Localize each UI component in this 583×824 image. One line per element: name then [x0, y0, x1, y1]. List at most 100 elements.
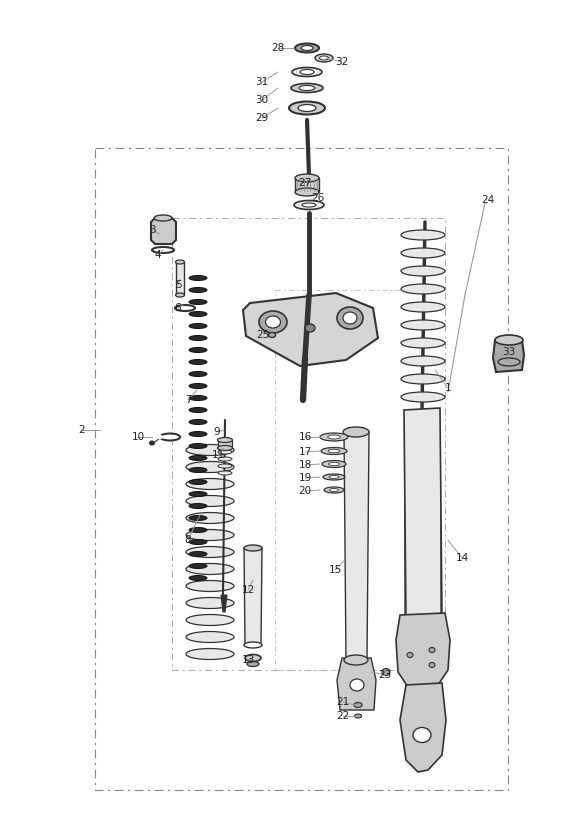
Polygon shape — [493, 340, 524, 372]
Polygon shape — [243, 293, 378, 366]
Ellipse shape — [189, 467, 207, 472]
Text: 25: 25 — [257, 330, 269, 340]
Ellipse shape — [189, 396, 207, 400]
Ellipse shape — [218, 457, 232, 461]
Text: 10: 10 — [131, 432, 145, 442]
Text: 23: 23 — [378, 670, 392, 680]
Ellipse shape — [247, 662, 259, 667]
Ellipse shape — [244, 545, 262, 551]
Ellipse shape — [343, 427, 369, 437]
Polygon shape — [400, 683, 446, 772]
Ellipse shape — [350, 679, 364, 691]
Ellipse shape — [189, 408, 207, 413]
Text: 16: 16 — [298, 432, 312, 442]
Text: 19: 19 — [298, 473, 312, 483]
Ellipse shape — [329, 489, 339, 491]
Text: 2: 2 — [79, 425, 85, 435]
Ellipse shape — [189, 432, 207, 437]
Ellipse shape — [322, 461, 346, 467]
Ellipse shape — [149, 441, 154, 445]
Ellipse shape — [295, 44, 319, 53]
Ellipse shape — [186, 513, 234, 523]
Ellipse shape — [189, 443, 207, 448]
Text: 7: 7 — [185, 395, 191, 405]
Bar — [275, 290, 422, 670]
Ellipse shape — [189, 564, 207, 569]
Ellipse shape — [269, 333, 276, 338]
Ellipse shape — [218, 450, 232, 454]
Ellipse shape — [324, 487, 344, 493]
Ellipse shape — [319, 56, 328, 60]
Ellipse shape — [259, 311, 287, 333]
Text: 1: 1 — [445, 383, 451, 393]
Text: 3: 3 — [149, 225, 155, 235]
Ellipse shape — [495, 335, 523, 345]
Ellipse shape — [189, 372, 207, 377]
Ellipse shape — [401, 374, 445, 384]
Polygon shape — [221, 595, 227, 612]
Ellipse shape — [429, 648, 435, 653]
Text: 24: 24 — [482, 195, 494, 205]
Ellipse shape — [401, 338, 445, 348]
Polygon shape — [295, 178, 319, 192]
Ellipse shape — [328, 435, 340, 439]
Text: 21: 21 — [336, 697, 350, 707]
Ellipse shape — [321, 447, 347, 455]
Polygon shape — [176, 262, 184, 295]
Ellipse shape — [189, 288, 207, 293]
Ellipse shape — [189, 335, 207, 340]
Text: 30: 30 — [255, 95, 269, 105]
Ellipse shape — [413, 728, 431, 742]
Ellipse shape — [189, 527, 207, 532]
Ellipse shape — [498, 358, 520, 366]
Ellipse shape — [189, 359, 207, 364]
Ellipse shape — [265, 316, 280, 328]
Ellipse shape — [218, 464, 232, 468]
Ellipse shape — [186, 564, 234, 574]
Ellipse shape — [401, 284, 445, 294]
Ellipse shape — [189, 311, 207, 316]
Ellipse shape — [186, 615, 234, 625]
Text: 20: 20 — [298, 486, 311, 496]
Bar — [172, 218, 445, 670]
Ellipse shape — [329, 475, 339, 479]
Ellipse shape — [189, 540, 207, 545]
Polygon shape — [396, 613, 450, 690]
Ellipse shape — [186, 530, 234, 541]
Text: 9: 9 — [214, 427, 220, 437]
Bar — [95, 148, 508, 790]
Ellipse shape — [186, 444, 234, 456]
Ellipse shape — [189, 348, 207, 353]
Ellipse shape — [302, 203, 316, 207]
Ellipse shape — [315, 54, 333, 62]
Text: 28: 28 — [271, 43, 285, 53]
Ellipse shape — [186, 597, 234, 608]
Ellipse shape — [175, 293, 184, 297]
Ellipse shape — [186, 495, 234, 507]
Ellipse shape — [301, 45, 313, 50]
Ellipse shape — [289, 101, 325, 115]
Text: 15: 15 — [328, 565, 342, 575]
Ellipse shape — [382, 668, 390, 676]
Ellipse shape — [323, 474, 345, 480]
Ellipse shape — [245, 654, 261, 662]
Polygon shape — [151, 218, 176, 244]
Ellipse shape — [189, 456, 207, 461]
Ellipse shape — [292, 68, 322, 77]
Text: 27: 27 — [298, 178, 312, 188]
Ellipse shape — [186, 580, 234, 592]
Ellipse shape — [189, 503, 207, 508]
Ellipse shape — [294, 200, 324, 209]
Text: 18: 18 — [298, 460, 312, 470]
Ellipse shape — [401, 302, 445, 312]
Ellipse shape — [189, 575, 207, 580]
Text: 17: 17 — [298, 447, 312, 457]
Ellipse shape — [186, 479, 234, 489]
Ellipse shape — [189, 419, 207, 424]
Ellipse shape — [328, 449, 340, 452]
Ellipse shape — [186, 461, 234, 472]
Ellipse shape — [305, 324, 315, 332]
Ellipse shape — [295, 188, 319, 196]
Ellipse shape — [186, 546, 234, 558]
Text: 8: 8 — [185, 535, 191, 545]
